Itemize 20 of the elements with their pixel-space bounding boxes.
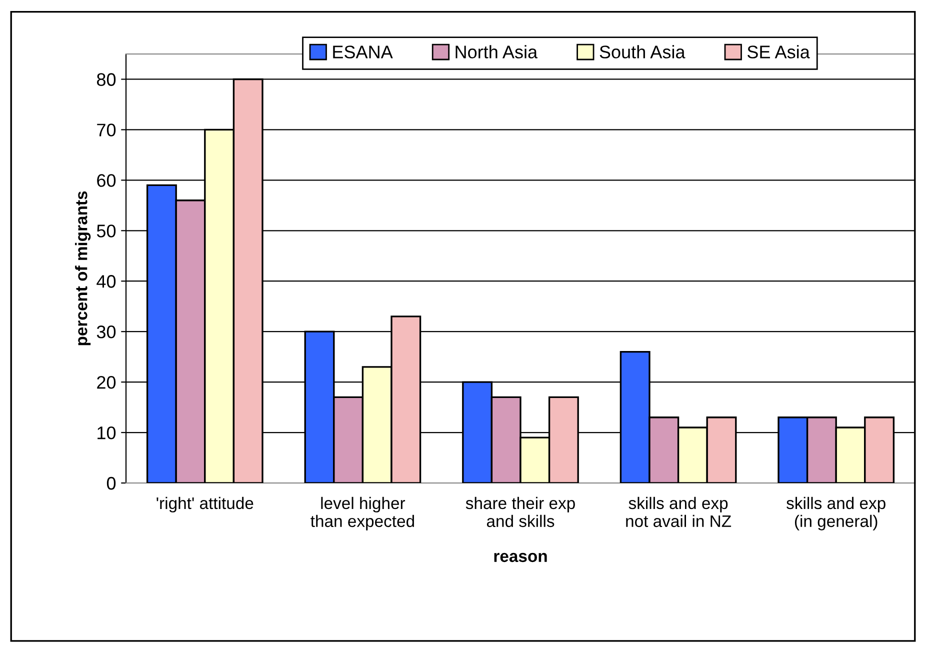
legend-label: ESANA — [333, 46, 393, 58]
y-axis-title: percent of migrants — [75, 191, 91, 346]
y-tick-label: 60 — [97, 174, 116, 187]
legend-label: SE Asia — [747, 45, 810, 58]
legend-label: South Asia — [600, 45, 686, 58]
y-tick-label: 0 — [106, 476, 116, 490]
y-tick-label: 40 — [96, 275, 116, 288]
y-tick-label: 10 — [98, 426, 116, 440]
x-tick-label: skills and exp not avail in NZ — [626, 496, 732, 528]
y-tick-label: 30 — [96, 326, 116, 338]
x-tick-label: level higher than expected — [310, 496, 414, 530]
y-tick-label: 80 — [96, 73, 116, 86]
y-tick-label: 20 — [97, 376, 116, 389]
x-tick-label: share their exp and skills — [466, 496, 575, 528]
x-tick-label: 'right' attitude — [156, 496, 254, 512]
x-tick-label: skills and exp (in general) — [786, 496, 886, 530]
y-tick-label: 50 — [96, 224, 116, 238]
legend-label: North Asia — [456, 45, 538, 58]
y-tick-label: 70 — [97, 124, 116, 136]
x-axis-title: reason — [494, 552, 547, 562]
